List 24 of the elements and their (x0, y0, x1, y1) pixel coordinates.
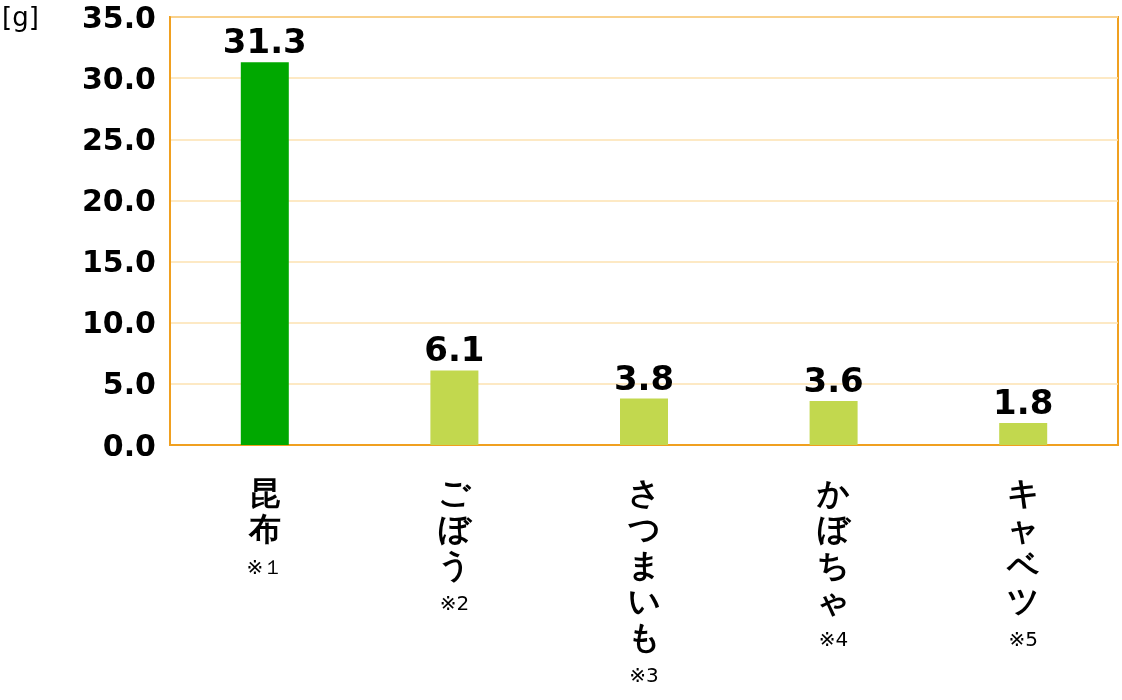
y-tick-label: 20.0 (81, 182, 156, 218)
y-tick-label: 15.0 (81, 244, 156, 280)
x-tick-label: かぼちゃ ※4 (816, 474, 853, 651)
y-axis-title: [g] (2, 2, 39, 32)
bar (240, 62, 289, 445)
bar (620, 398, 668, 445)
data-label: 6.1 (424, 329, 485, 370)
data-label: 3.8 (613, 357, 675, 398)
y-tick-label: 0.0 (102, 427, 156, 463)
y-tick-label: 25.0 (81, 121, 156, 157)
y-tick-label: 5.0 (102, 366, 156, 402)
x-tick-label: ごぼう ※2 (437, 474, 473, 615)
x-tick-label: キャベツ ※5 (1005, 474, 1040, 651)
bar (430, 370, 479, 445)
bar (809, 400, 858, 445)
data-label: 31.3 (222, 21, 307, 62)
y-tick-label: 30.0 (81, 60, 156, 96)
y-tick-label: 10.0 (81, 305, 156, 341)
bar (999, 422, 1048, 445)
x-tick-label: さつまいも ※3 (627, 474, 661, 687)
x-tick-label: 昆布 ※１ (246, 474, 284, 579)
data-label: 1.8 (993, 381, 1054, 422)
y-tick-label: 35.0 (81, 0, 156, 35)
data-label: 3.6 (803, 359, 864, 400)
